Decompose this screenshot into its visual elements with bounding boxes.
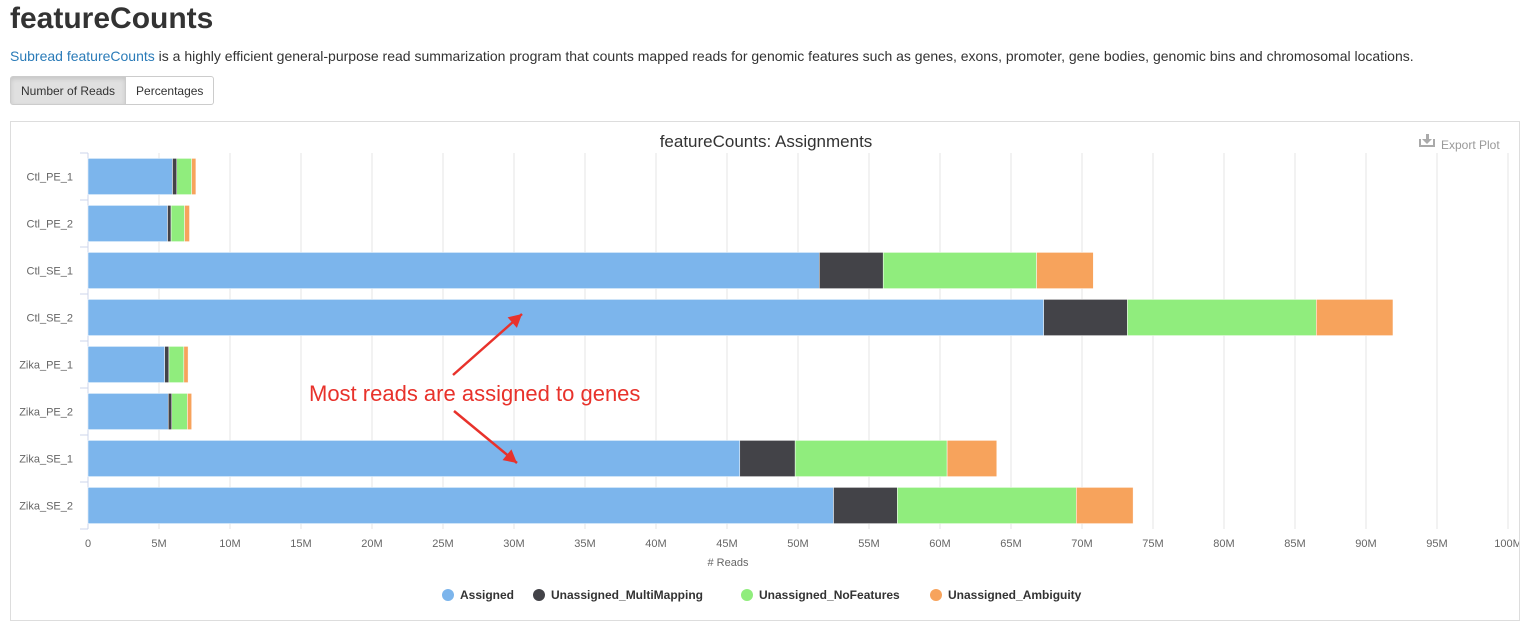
bar-segment-unassigned-multimapping[interactable] (1043, 299, 1128, 336)
bar-segment-unassigned-ambiguity[interactable] (1316, 299, 1394, 336)
bar-segment-unassigned-nofeatures[interactable] (882, 252, 1037, 289)
intro-text: is a highly efficient general-purpose re… (154, 48, 1414, 64)
bar-segment-unassigned-nofeatures[interactable] (1127, 299, 1317, 336)
bar-segment-unassigned-multimapping[interactable] (739, 440, 796, 477)
x-tick-label: 25M (432, 538, 453, 550)
bar-segment-unassigned-nofeatures[interactable] (171, 393, 188, 430)
x-tick-label: 40M (645, 538, 666, 550)
x-tick-label: 15M (290, 538, 311, 550)
subread-featurecounts-link[interactable]: Subread featureCounts (10, 48, 155, 64)
category-label: Zika_SE_1 (19, 454, 73, 466)
annotation-text: Most reads are assigned to genes (309, 381, 640, 406)
x-tick-label: 10M (219, 538, 240, 550)
bar-segment-unassigned-multimapping[interactable] (833, 487, 898, 524)
bar-segment-unassigned-ambiguity[interactable] (1076, 487, 1134, 524)
x-tick-label: 50M (787, 538, 808, 550)
number-of-reads-button[interactable]: Number of Reads (10, 76, 127, 105)
legend-item-label[interactable]: Unassigned_Ambiguity (948, 588, 1082, 602)
intro-paragraph: Subread featureCounts is a highly effici… (10, 48, 1414, 64)
bar-segment-unassigned-nofeatures[interactable] (794, 440, 948, 477)
annotation-arrow-down-head (502, 449, 517, 463)
legend-marker (930, 589, 942, 601)
assignments-chart: featureCounts: Assignments Export Plot C… (19, 132, 1519, 602)
page-title: featureCounts (10, 2, 214, 35)
bar-segment-unassigned-nofeatures[interactable] (168, 346, 185, 383)
x-tick-label: 30M (503, 538, 524, 550)
category-label: Zika_SE_2 (19, 501, 73, 513)
bar-segment-assigned[interactable] (87, 487, 834, 524)
category-label: Ctl_SE_2 (27, 313, 73, 325)
x-axis-title: # Reads (708, 557, 749, 569)
category-label: Zika_PE_2 (19, 407, 73, 419)
category-label: Zika_PE_1 (19, 360, 73, 372)
export-plot-label: Export Plot (1441, 138, 1500, 152)
x-tick-label: 75M (1142, 538, 1163, 550)
bar-segment-assigned[interactable] (87, 158, 173, 195)
bar-segment-unassigned-nofeatures[interactable] (176, 158, 192, 195)
category-label: Ctl_PE_1 (27, 172, 73, 184)
x-tick-label: 65M (1000, 538, 1021, 550)
bar-segment-unassigned-multimapping[interactable] (167, 393, 173, 430)
x-tick-label: 45M (716, 538, 737, 550)
annotation-arrow-up-line (452, 313, 523, 376)
bar-segment-assigned[interactable] (87, 252, 820, 289)
legend-item-label[interactable]: Unassigned_NoFeatures (759, 588, 900, 602)
export-plot-button[interactable]: Export Plot (1419, 134, 1500, 152)
bar-segment-unassigned-nofeatures[interactable] (897, 487, 1077, 524)
bar-segment-unassigned-multimapping[interactable] (164, 346, 170, 383)
bar-segment-assigned[interactable] (87, 393, 169, 430)
x-tick-label: 70M (1071, 538, 1092, 550)
bar-segment-unassigned-multimapping[interactable] (172, 158, 178, 195)
bar-segment-unassigned-ambiguity[interactable] (946, 440, 998, 477)
bar-segment-assigned[interactable] (87, 440, 741, 477)
bar-segment-assigned[interactable] (87, 299, 1044, 336)
view-toggle-group: Number of Reads Percentages (10, 76, 215, 105)
percentages-button[interactable]: Percentages (126, 76, 215, 105)
bar-segment-unassigned-nofeatures[interactable] (170, 205, 185, 242)
legend-marker (533, 589, 545, 601)
legend-marker (442, 589, 454, 601)
legend-item-label[interactable]: Unassigned_MultiMapping (551, 588, 703, 602)
plot-panel: featureCounts: Assignments Export Plot C… (10, 121, 1520, 621)
x-tick-label: 80M (1213, 538, 1234, 550)
bar-segment-unassigned-multimapping[interactable] (167, 205, 172, 242)
annotation-arrow-up-head (507, 314, 522, 328)
bar-segment-unassigned-ambiguity[interactable] (183, 346, 189, 383)
x-tick-label: 20M (361, 538, 382, 550)
x-tick-label: 90M (1355, 538, 1376, 550)
x-tick-label: 35M (574, 538, 595, 550)
x-axis-tick-labels: 0 5M 10M 15M 20M 25M 30M 35M 40M 45M 50M 55M 60M 65M 7… (85, 538, 1519, 550)
bar-segment-unassigned-ambiguity[interactable] (187, 393, 192, 430)
x-tick-label: 100M (1494, 538, 1519, 550)
bar-segment-unassigned-ambiguity[interactable] (184, 205, 190, 242)
category-label: Ctl_PE_2 (27, 219, 73, 231)
download-icon (1419, 134, 1435, 147)
legend-marker (741, 589, 753, 601)
bar-segment-assigned[interactable] (87, 346, 165, 383)
x-tick-label: 60M (929, 538, 950, 550)
category-label: Ctl_SE_1 (27, 266, 73, 278)
x-tick-label: 95M (1426, 538, 1447, 550)
x-tick-label: 55M (858, 538, 879, 550)
x-tick-label: 0 (85, 538, 91, 550)
x-tick-label: 85M (1284, 538, 1305, 550)
annotation: Most reads are assigned to genes (309, 313, 640, 464)
legend-item-label[interactable]: Assigned (460, 588, 514, 602)
bar-segment-assigned[interactable] (87, 205, 168, 242)
annotation-arrow-down-line (453, 410, 518, 464)
bar-segment-unassigned-ambiguity[interactable] (1036, 252, 1094, 289)
chart-title: featureCounts: Assignments (660, 132, 873, 151)
bar-segment-unassigned-ambiguity[interactable] (191, 158, 197, 195)
bar-segment-unassigned-multimapping[interactable] (819, 252, 884, 289)
bars (87, 158, 1394, 524)
category-labels: Ctl_PE_1 Ctl_PE_2 Ctl_SE_1 Ctl_SE_2 Zika_PE_… (19, 172, 73, 513)
x-tick-label: 5M (151, 538, 166, 550)
legend: Assigned Unassigned_MultiMapping Unassigne… (442, 588, 1082, 602)
